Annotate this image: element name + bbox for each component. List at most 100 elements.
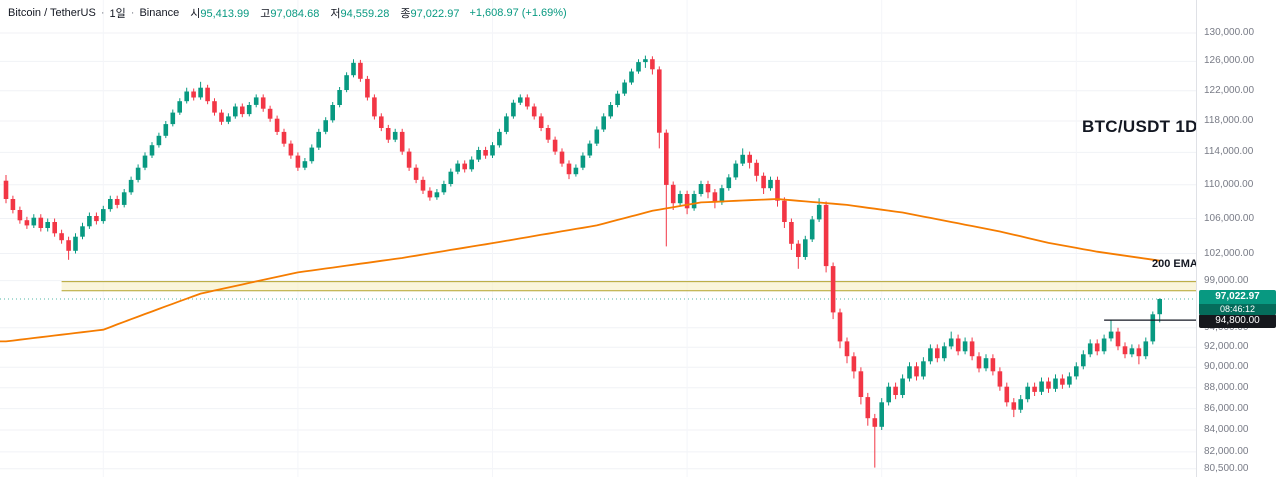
candle[interactable] [233, 106, 238, 117]
candle[interactable] [108, 199, 113, 210]
candle[interactable] [351, 62, 356, 76]
candle[interactable] [712, 192, 718, 203]
candle[interactable] [879, 402, 884, 427]
candle[interactable] [803, 239, 808, 257]
candle[interactable] [872, 418, 878, 427]
candle[interactable] [302, 161, 308, 168]
candle[interactable] [608, 105, 613, 117]
candle[interactable] [427, 190, 433, 198]
candle[interactable] [1060, 378, 1065, 385]
candle[interactable] [1122, 346, 1128, 355]
candle[interactable] [462, 163, 467, 170]
candle[interactable] [928, 348, 933, 362]
candle[interactable] [1025, 386, 1030, 400]
candle[interactable] [935, 348, 940, 359]
candle[interactable] [643, 59, 648, 63]
candle[interactable] [504, 116, 509, 132]
candle[interactable] [372, 97, 377, 117]
candle[interactable] [191, 91, 196, 98]
candle[interactable] [316, 131, 321, 148]
candle[interactable] [17, 210, 23, 221]
candle[interactable] [636, 62, 641, 72]
candle[interactable] [441, 184, 447, 193]
candle[interactable] [121, 192, 127, 205]
candle[interactable] [309, 147, 315, 162]
candle[interactable] [274, 118, 280, 132]
candle[interactable] [365, 78, 370, 98]
candle[interactable] [87, 216, 92, 227]
candle[interactable] [149, 145, 155, 156]
interval-label[interactable]: 1일 [109, 8, 126, 20]
candle[interactable] [94, 216, 99, 222]
candle[interactable] [691, 194, 697, 209]
candle[interactable] [267, 108, 273, 119]
candle[interactable] [893, 386, 898, 395]
candle[interactable] [538, 116, 544, 128]
candle[interactable] [1039, 381, 1044, 392]
candle[interactable] [246, 105, 252, 115]
candle[interactable] [664, 132, 669, 185]
candle[interactable] [281, 131, 287, 144]
candle[interactable] [323, 120, 328, 132]
candle[interactable] [907, 366, 912, 379]
candle[interactable] [344, 75, 349, 90]
candle[interactable] [629, 71, 634, 83]
candle[interactable] [858, 371, 864, 397]
candle[interactable] [205, 87, 210, 102]
candle[interactable] [789, 222, 794, 244]
candle[interactable] [38, 217, 44, 228]
candle[interactable] [1136, 348, 1142, 357]
candle[interactable] [128, 179, 134, 193]
candle[interactable] [1143, 341, 1149, 357]
candle[interactable] [260, 97, 266, 109]
candle[interactable] [552, 139, 558, 152]
candle[interactable] [670, 184, 676, 204]
candle[interactable] [684, 194, 690, 209]
symbol-name[interactable]: Bitcoin / TetherUS [8, 7, 96, 19]
candle[interactable] [135, 167, 141, 180]
candle[interactable] [1101, 338, 1107, 352]
candle[interactable] [837, 312, 843, 342]
candle[interactable] [184, 91, 189, 102]
candle[interactable] [1087, 343, 1093, 355]
candle[interactable] [1150, 314, 1156, 342]
candle[interactable] [80, 226, 85, 237]
candle[interactable] [358, 62, 363, 79]
price-chart[interactable] [0, 0, 1196, 477]
candle[interactable] [198, 87, 203, 98]
candle[interactable] [545, 128, 551, 140]
candle[interactable] [942, 346, 947, 359]
candle[interactable] [59, 233, 64, 241]
candle[interactable] [288, 143, 294, 156]
ema-line[interactable] [0, 198, 1160, 343]
candle[interactable] [406, 151, 412, 168]
candle[interactable] [66, 240, 71, 251]
candle[interactable] [775, 179, 780, 201]
candle[interactable] [518, 97, 523, 103]
candle[interactable] [823, 204, 829, 267]
candle[interactable] [295, 155, 301, 168]
candle[interactable] [1129, 348, 1135, 355]
candle[interactable] [330, 105, 335, 121]
candle[interactable] [392, 131, 398, 140]
candle[interactable] [52, 222, 57, 234]
candle[interactable] [698, 184, 704, 194]
candle[interactable] [379, 116, 384, 128]
candle[interactable] [587, 143, 593, 156]
candle[interactable] [253, 97, 259, 105]
candle[interactable] [726, 177, 732, 189]
candle[interactable] [650, 59, 655, 70]
candle[interactable] [31, 217, 37, 226]
candle[interactable] [816, 204, 822, 220]
candle[interactable] [45, 222, 50, 228]
candle[interactable] [844, 341, 850, 357]
candle[interactable] [622, 82, 627, 94]
candle[interactable] [677, 194, 683, 204]
candle[interactable] [768, 179, 773, 189]
candle[interactable] [921, 361, 926, 377]
candle[interactable] [3, 180, 9, 199]
candle[interactable] [983, 358, 989, 369]
candle[interactable] [914, 366, 919, 377]
candle[interactable] [156, 135, 162, 146]
candle[interactable] [809, 219, 815, 240]
